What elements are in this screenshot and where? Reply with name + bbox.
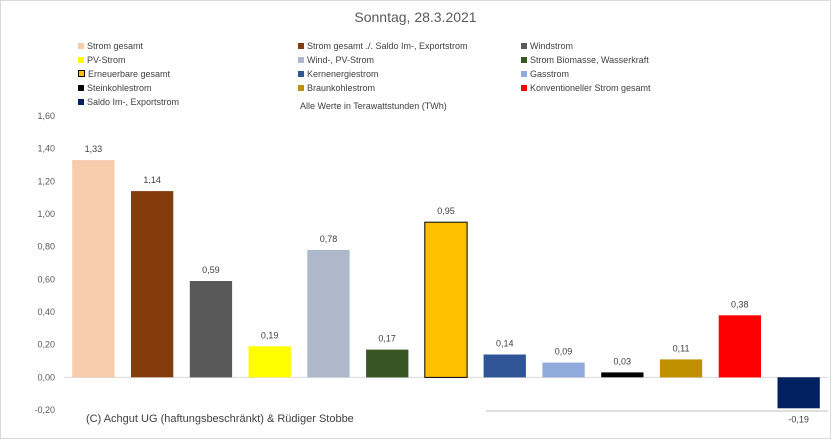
bar-braunkohlestrom: [659, 359, 703, 378]
legend-item-pv-strom: PV-Strom: [78, 55, 126, 66]
legend-label: Steinkohlestrom: [87, 83, 152, 93]
legend-swatch-windstrom: [521, 43, 527, 49]
legend-swatch-konventioneller-strom: [521, 85, 527, 91]
copyright-note: (C) Achgut UG (haftungsbeschränkt) & Rüd…: [86, 413, 354, 425]
legend-item-windstrom: Windstrom: [521, 41, 573, 52]
y-tick-label: 1,20: [37, 176, 55, 186]
legend-swatch-pv-strom: [78, 57, 84, 63]
data-label: 0,59: [202, 265, 220, 275]
bar-strom-biomasse-wasserkraft: [366, 349, 409, 378]
data-label: 0,03: [614, 356, 632, 366]
data-label: 0,11: [673, 343, 690, 353]
legend-swatch-wind-pv-strom: [298, 57, 304, 63]
data-label: 1,14: [143, 175, 161, 185]
data-label: 0,38: [731, 299, 749, 309]
data-label: 0,78: [320, 234, 338, 244]
legend-swatch-strom-gesamt: [78, 43, 84, 49]
legend-label: Konventioneller Strom gesamt: [530, 83, 651, 93]
legend-label: Wind-, PV-Strom: [307, 55, 375, 65]
legend-swatch-gasstrom: [521, 71, 527, 77]
legend-item-wind-pv-strom: Wind-, PV-Strom: [298, 55, 374, 66]
chart-title: Sonntag, 28.3.2021: [354, 9, 477, 25]
data-label: 0,14: [496, 339, 514, 349]
y-tick-label: 0,40: [37, 307, 55, 317]
legend-label: PV-Strom: [87, 55, 126, 65]
bar-strom-gesamt: [72, 160, 115, 378]
legend-label: Kernenergiestrom: [307, 69, 379, 79]
legend-label: Gasstrom: [530, 69, 570, 79]
legend-swatch-braunkohlestrom: [298, 85, 304, 91]
legend-label: Windstrom: [530, 41, 574, 51]
bar-steinkohlestrom: [601, 372, 644, 378]
data-label: 0,95: [437, 206, 455, 216]
bar-pv-strom: [248, 346, 291, 378]
bar-wind-pv-strom: [307, 249, 350, 378]
data-label: 0,17: [378, 334, 396, 344]
legend-item-braunkohlestrom: Braunkohlestrom: [298, 83, 375, 94]
legend-label: Strom gesamt ./. Saldo Im-, Exportstrom: [307, 41, 468, 51]
y-tick-label: 1,60: [37, 111, 55, 121]
bar-strom-gesamt-saldo-im-exportstrom: [131, 191, 174, 378]
legend-label: Erneuerbare gesamt: [88, 69, 171, 79]
legend-item-steinkohlestrom: Steinkohlestrom: [78, 83, 152, 94]
y-tick-label: 0,80: [37, 242, 55, 252]
bar-windstrom: [189, 281, 233, 378]
bar-gasstrom: [542, 362, 585, 378]
legend-swatch-saldo-im-export: [78, 99, 84, 105]
legend-swatch-steinkohlestrom: [78, 85, 84, 91]
y-tick-label: 0,00: [37, 372, 55, 382]
legend-label: Saldo Im-, Exportstrom: [87, 97, 180, 107]
legend-swatch-erneuerbare-gesamt: [78, 70, 85, 77]
data-label: 0,09: [555, 347, 573, 357]
legend-label: Strom gesamt: [87, 41, 144, 51]
legend-item-saldo-im-export: Saldo Im-, Exportstrom: [78, 97, 179, 108]
y-tick-label: 0,20: [37, 340, 55, 350]
legend-item-erneuerbare-gesamt: Erneuerbare gesamt: [78, 69, 170, 80]
legend-label: Strom Biomasse, Wasserkraft: [530, 55, 649, 65]
legend-item-biomasse-wasserkraft: Strom Biomasse, Wasserkraft: [521, 55, 649, 66]
data-label: 0,19: [261, 330, 279, 340]
legend-item-strom-gesamt: Strom gesamt: [78, 41, 143, 52]
units-note: Alle Werte in Terawattstunden (TWh): [300, 101, 447, 111]
y-tick-label: -0,20: [34, 405, 55, 415]
y-tick-label: 0,60: [37, 274, 55, 284]
legend-label: Braunkohlestrom: [307, 83, 376, 93]
legend-swatch-strom-gesamt-ohne-saldo: [298, 43, 304, 49]
legend-item-kernenergiestrom: Kernenergiestrom: [298, 69, 379, 80]
legend-swatch-biomasse-wasserkraft: [521, 57, 527, 63]
legend-item-strom-gesamt-ohne-saldo: Strom gesamt ./. Saldo Im-, Exportstrom: [298, 41, 468, 52]
data-label: -0,19: [788, 414, 809, 424]
bar-saldo-im-exportstrom: [777, 377, 820, 409]
bar-konventioneller-strom-gesamt: [718, 315, 761, 378]
legend-item-konventioneller-strom: Konventioneller Strom gesamt: [521, 83, 651, 94]
y-tick-label: 1,00: [37, 209, 55, 219]
data-label: 1,33: [85, 144, 103, 154]
bar-kernenergiestrom: [483, 354, 526, 378]
bar-erneuerbare-gesamt: [424, 221, 468, 378]
legend-swatch-kernenergiestrom: [298, 71, 304, 77]
y-tick-label: 1,40: [37, 144, 55, 154]
legend-item-gasstrom: Gasstrom: [521, 69, 569, 80]
